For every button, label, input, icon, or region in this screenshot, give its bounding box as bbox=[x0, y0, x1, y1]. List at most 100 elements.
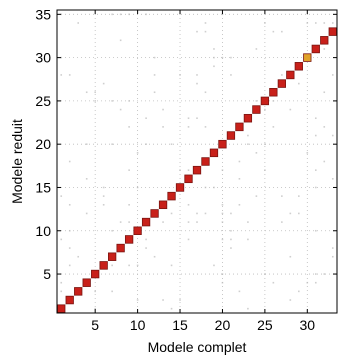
y-tick-labels: 5 10 15 20 25 30 35 bbox=[35, 6, 51, 282]
noise-dot bbox=[298, 82, 300, 85]
noise-dot bbox=[153, 74, 156, 76]
noise-dot bbox=[281, 195, 283, 197]
noise-dot bbox=[298, 290, 300, 293]
noise-dot bbox=[247, 134, 249, 137]
noise-dot bbox=[68, 264, 71, 267]
noise-dot bbox=[60, 74, 63, 76]
noise-dot bbox=[187, 169, 190, 171]
noise-dot bbox=[323, 22, 326, 24]
x-tick-labels: 5 10 15 20 25 30 bbox=[91, 317, 315, 333]
noise-dot bbox=[255, 152, 258, 154]
matrix-cell bbox=[108, 252, 117, 261]
noise-dot bbox=[204, 22, 207, 24]
matrix-cell bbox=[252, 105, 261, 114]
noise-dot bbox=[196, 212, 198, 215]
noise-dot bbox=[289, 108, 292, 111]
noise-dot bbox=[221, 212, 224, 215]
matrix-cell bbox=[320, 36, 329, 45]
noise-dot bbox=[255, 195, 258, 197]
noise-dot bbox=[314, 22, 317, 24]
noise-dot bbox=[196, 82, 198, 85]
matrix-cell bbox=[269, 88, 278, 97]
noise-dot bbox=[102, 195, 105, 197]
matrix-cell bbox=[184, 174, 193, 184]
noise-dot bbox=[111, 143, 113, 145]
noise-dot bbox=[111, 13, 113, 16]
x-tick-label: 10 bbox=[130, 317, 146, 333]
noise-dot bbox=[187, 203, 190, 206]
noise-dot bbox=[221, 56, 224, 59]
noise-dot bbox=[221, 203, 224, 206]
noise-dot bbox=[187, 126, 190, 128]
noise-dot bbox=[153, 255, 156, 258]
noise-dot bbox=[102, 186, 105, 189]
noise-dot bbox=[145, 143, 147, 145]
matrix-cell bbox=[167, 191, 176, 201]
noise-dot bbox=[111, 290, 113, 293]
matrix-cell bbox=[65, 295, 74, 305]
noise-dot bbox=[162, 108, 164, 111]
noise-dot bbox=[170, 212, 173, 215]
noise-dot bbox=[187, 221, 190, 223]
noise-dot bbox=[247, 238, 249, 241]
matrix-cell bbox=[209, 148, 219, 158]
noise-dot bbox=[323, 160, 326, 163]
noise-dot bbox=[153, 91, 156, 94]
noise-dot bbox=[170, 143, 173, 145]
noise-dot bbox=[230, 238, 232, 241]
matrix-cell bbox=[124, 235, 134, 244]
noise-dot bbox=[323, 91, 326, 94]
matrix-cells bbox=[57, 27, 337, 313]
noise-dot bbox=[145, 13, 147, 16]
noise-dot bbox=[196, 74, 198, 76]
noise-dot bbox=[230, 229, 232, 232]
noise-dot bbox=[128, 203, 130, 206]
x-tick-label: 5 bbox=[91, 317, 99, 333]
matrix-cell bbox=[226, 131, 236, 140]
matrix-cell bbox=[328, 27, 337, 36]
noise-dot bbox=[331, 247, 334, 249]
matrix-cell bbox=[91, 269, 100, 279]
matrix-cell bbox=[218, 139, 227, 149]
noise-dot bbox=[213, 264, 215, 267]
noise-dot bbox=[136, 264, 139, 267]
noise-dot bbox=[314, 229, 317, 232]
noise-dot bbox=[281, 74, 283, 76]
noise-dot bbox=[119, 39, 122, 42]
noise-dot bbox=[264, 143, 266, 145]
noise-dot bbox=[128, 169, 130, 171]
noise-dot bbox=[255, 48, 258, 50]
noise-dot bbox=[331, 178, 334, 180]
noise-dot bbox=[162, 126, 164, 128]
noise-dot bbox=[170, 264, 173, 267]
noise-dot bbox=[281, 30, 283, 33]
matrix-cell bbox=[74, 287, 83, 296]
noise-dot bbox=[196, 221, 198, 223]
x-tick-label: 25 bbox=[257, 317, 273, 333]
matrix-cell bbox=[82, 278, 91, 287]
y-tick-label: 15 bbox=[35, 179, 51, 195]
noise-dot bbox=[179, 299, 181, 301]
noise-dot bbox=[331, 74, 334, 76]
noise-dot bbox=[314, 186, 317, 189]
noise-dot bbox=[230, 74, 232, 76]
noise-dot bbox=[136, 152, 139, 154]
noise-dot bbox=[111, 264, 113, 267]
matrix-cell bbox=[294, 62, 303, 71]
x-tick-label: 30 bbox=[300, 317, 316, 333]
noise-dot bbox=[60, 281, 63, 284]
matrix-cell bbox=[175, 183, 185, 192]
matrix-cell bbox=[243, 113, 253, 123]
noise-dot bbox=[119, 13, 122, 16]
noise-dot bbox=[255, 100, 258, 102]
noise-dot bbox=[323, 48, 326, 50]
noise-dot bbox=[281, 221, 283, 223]
noise-dot bbox=[230, 56, 232, 59]
noise-dot bbox=[85, 178, 88, 180]
noise-dot bbox=[204, 30, 207, 33]
matrix-cell bbox=[311, 44, 320, 54]
noise-dot bbox=[145, 247, 147, 249]
noise-dot bbox=[128, 126, 130, 128]
matrix-cell bbox=[277, 79, 286, 88]
